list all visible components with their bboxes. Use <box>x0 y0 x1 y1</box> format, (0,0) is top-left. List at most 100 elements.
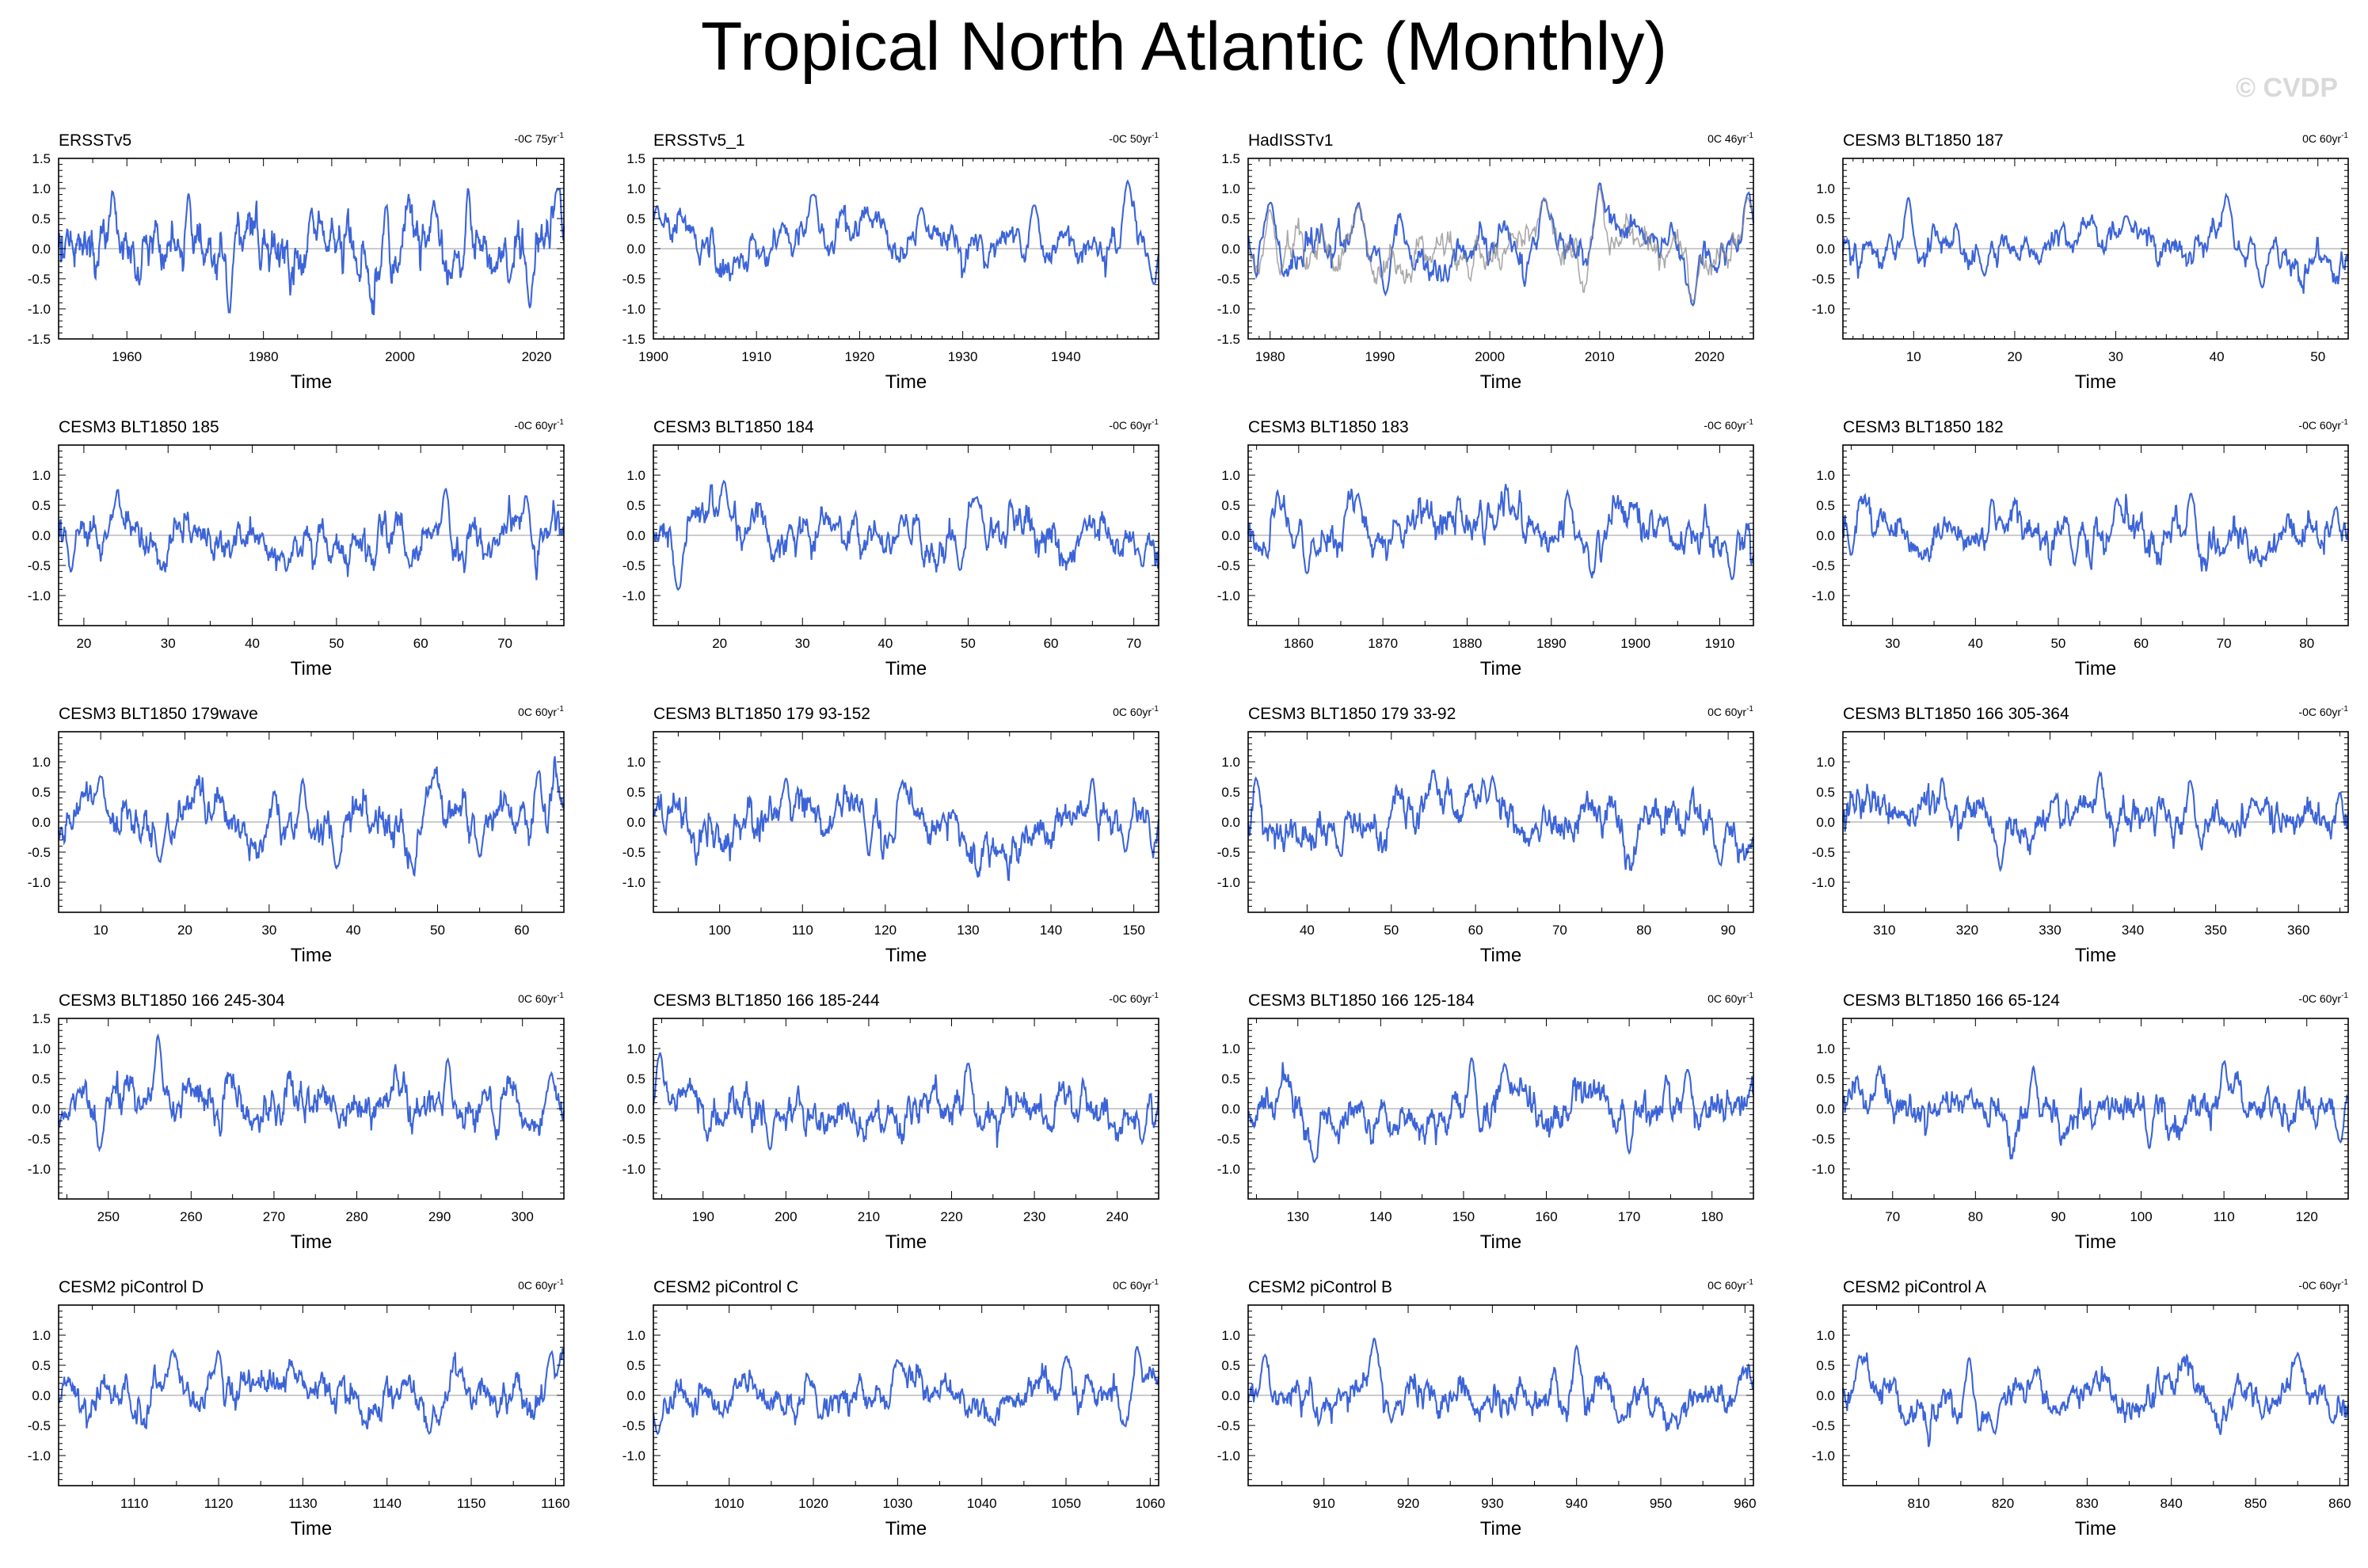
y-tick-label: 0.0 <box>1816 1388 1835 1403</box>
x-tick-label: 50 <box>430 923 445 938</box>
x-tick-label: 2020 <box>1695 349 1725 364</box>
x-tick-label: 80 <box>2299 636 2314 651</box>
x-tick-label: 1890 <box>1536 636 1567 651</box>
y-tick-label: 0.5 <box>32 1358 51 1373</box>
trend-label: -0C 50yr-1 <box>1109 131 1159 145</box>
trend-exponent: -1 <box>2341 705 2348 714</box>
series-line <box>57 188 565 316</box>
series-line <box>1247 1057 1755 1163</box>
chart-panel: CESM3 BLT1850 166 185-244 -0C 60yr-1 1.0 0.… <box>622 991 1160 1253</box>
y-tick-label: -0.5 <box>622 845 645 860</box>
x-tick-label: 50 <box>961 636 976 651</box>
x-tick-label: 160 <box>1535 1209 1557 1224</box>
chart-panel: CESM2 piControl B 0C 60yr-1 1.0 0.5 0.0 -0.5 -… <box>1217 1278 1757 1539</box>
y-tick-label: 0.5 <box>32 498 51 513</box>
trend-exponent: -1 <box>557 131 564 140</box>
x-tick-label: 340 <box>2122 923 2144 938</box>
x-tick-label: 860 <box>2328 1496 2351 1511</box>
y-tick-label: -0.5 <box>28 845 51 860</box>
y-tick-label: -0.5 <box>28 272 51 287</box>
y-tick-label: 1.0 <box>626 1328 645 1343</box>
x-tick-label: 180 <box>1701 1209 1723 1224</box>
x-tick-label: 940 <box>1566 1496 1588 1511</box>
x-tick-label: 100 <box>708 923 730 938</box>
x-tick-label: 70 <box>1552 923 1567 938</box>
x-tick-label: 90 <box>2050 1209 2065 1224</box>
chart-panel: CESM3 BLT1850 182 -0C 60yr-1 1.0 0.5 0.0 -0.5… <box>1812 418 2350 679</box>
trend-label: -0C 60yr-1 <box>2298 418 2348 432</box>
x-tick-label: 1880 <box>1452 636 1483 651</box>
y-tick-label: 1.0 <box>1816 468 1835 483</box>
x-tick-label: 360 <box>2287 923 2309 938</box>
x-tick-label: 60 <box>413 636 428 651</box>
y-tick-label: 1.0 <box>32 181 51 196</box>
x-axis-label: Time <box>885 1231 927 1253</box>
y-tick-label: -1.0 <box>1812 1448 1835 1463</box>
figure-title: Tropical North Atlantic (Monthly) <box>700 9 1668 85</box>
x-tick-label: 30 <box>795 636 810 651</box>
series-line <box>652 179 1160 285</box>
x-tick-label: 950 <box>1650 1496 1672 1511</box>
y-tick-label: 0.0 <box>1221 1102 1240 1117</box>
x-tick-label: 30 <box>1885 636 1900 651</box>
series-line <box>1247 769 1755 871</box>
trend-exponent: -1 <box>2341 1278 2348 1287</box>
x-axis-label: Time <box>2075 1231 2116 1253</box>
y-tick-label: 0.0 <box>626 815 645 830</box>
x-tick-label: 30 <box>161 636 176 651</box>
x-tick-label: 850 <box>2244 1496 2267 1511</box>
x-tick-label: 320 <box>1956 923 1978 938</box>
y-tick-label: 1.0 <box>626 181 645 196</box>
y-tick-label: 0.0 <box>1221 528 1240 543</box>
series-line <box>1841 192 2350 294</box>
trend-exponent: -1 <box>2341 418 2348 427</box>
x-tick-label: 250 <box>97 1209 120 1224</box>
y-tick-label: 1.5 <box>32 151 51 166</box>
series-line <box>1841 493 2350 572</box>
trend-exponent: -1 <box>1152 418 1159 427</box>
x-tick-label: 2010 <box>1585 349 1615 364</box>
x-tick-label: 1150 <box>457 1496 486 1511</box>
x-tick-label: 220 <box>940 1209 962 1224</box>
x-tick-label: 40 <box>346 923 361 938</box>
x-tick-label: 80 <box>1636 923 1651 938</box>
series-line <box>1247 182 1755 307</box>
x-axis-label: Time <box>291 1231 332 1253</box>
y-tick-label: 0.0 <box>626 528 645 543</box>
chart-panel: CESM3 BLT1850 183 -0C 60yr-1 1.0 0.5 0.0 -0.5… <box>1217 418 1755 679</box>
x-tick-label: 260 <box>180 1209 202 1224</box>
y-tick-label: 1.5 <box>32 1011 51 1026</box>
x-axis-label: Time <box>2075 371 2116 393</box>
y-tick-label: -0.5 <box>622 558 645 573</box>
y-tick-label: 0.0 <box>32 1102 51 1117</box>
chart-panel: CESM3 BLT1850 179 33-92 0C 60yr-1 1.0 0.5 0.… <box>1217 705 1755 966</box>
x-tick-label: 70 <box>1126 636 1141 651</box>
chart-panel: CESM3 BLT1850 185 -0C 60yr-1 1.0 0.5 0.0 -0.5… <box>28 418 565 679</box>
trend-exponent: -1 <box>557 991 564 1000</box>
series-line <box>1247 484 1755 580</box>
y-tick-label: 1.5 <box>626 151 645 166</box>
series-line <box>652 1052 1160 1151</box>
reference-series-line <box>1247 188 1754 303</box>
x-tick-label: 280 <box>345 1209 367 1224</box>
panel-title: ERSSTv5 <box>59 131 131 150</box>
y-tick-label: 0.5 <box>626 211 645 226</box>
trend-exponent: -1 <box>557 1278 564 1287</box>
y-tick-label: 0.5 <box>1816 498 1835 513</box>
x-tick-label: 1860 <box>1284 636 1314 651</box>
x-tick-label: 20 <box>177 923 192 938</box>
series-line <box>1841 770 2350 873</box>
x-tick-label: 930 <box>1481 1496 1503 1511</box>
y-tick-label: -1.0 <box>1812 302 1835 317</box>
x-tick-label: 290 <box>428 1209 451 1224</box>
y-tick-label: -0.5 <box>1217 1418 1240 1433</box>
x-axis-label: Time <box>885 945 927 966</box>
panel-title: CESM3 BLT1850 183 <box>1248 418 1409 436</box>
x-tick-label: 1940 <box>1051 349 1081 364</box>
x-tick-label: 60 <box>514 923 529 938</box>
y-tick-label: -1.0 <box>1217 588 1240 603</box>
trend-label: 0C 60yr-1 <box>2302 131 2348 145</box>
x-axis-label: Time <box>1480 1518 1521 1539</box>
trend-exponent: -1 <box>1152 1278 1159 1287</box>
series-line <box>1841 1351 2350 1448</box>
